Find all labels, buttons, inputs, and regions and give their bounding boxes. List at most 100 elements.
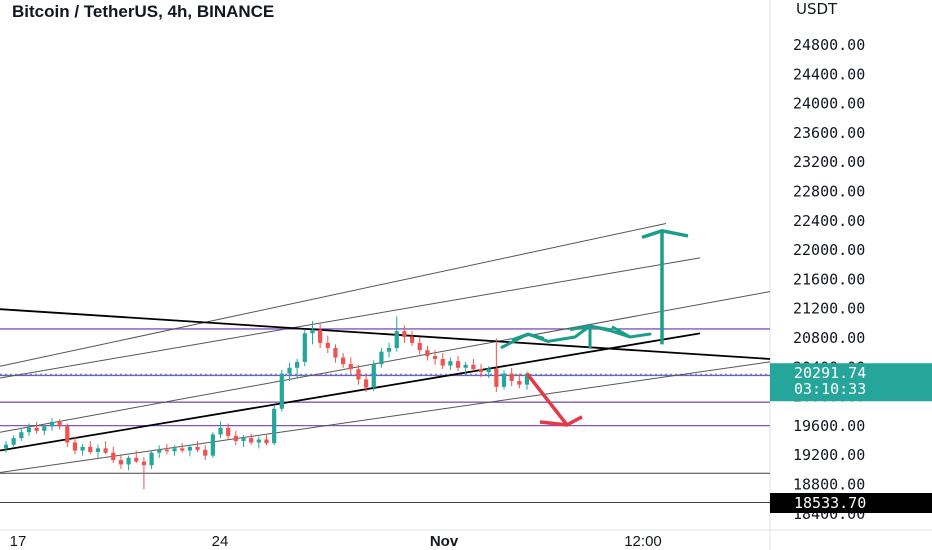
candle-body bbox=[72, 442, 78, 451]
candle-body bbox=[118, 460, 124, 465]
y-tick-label: 22000.00 bbox=[793, 241, 865, 259]
candle-body bbox=[103, 448, 108, 453]
candle-body bbox=[218, 427, 223, 435]
candle-body bbox=[226, 427, 231, 436]
x-tick-label: 17 bbox=[10, 533, 27, 550]
candle-body bbox=[57, 421, 62, 427]
candle-countdown: 03:10:33 bbox=[794, 380, 866, 398]
candle-body bbox=[455, 361, 461, 368]
x-tick-label: Nov bbox=[430, 533, 459, 550]
candle-body bbox=[363, 379, 369, 388]
candle-body bbox=[371, 364, 376, 388]
current-price-value: 20291.74 bbox=[794, 364, 866, 382]
y-tick-label: 23600.00 bbox=[793, 124, 865, 142]
down-arrow-shaft[interactable] bbox=[525, 372, 569, 426]
big-up-arrow-head bbox=[641, 228, 689, 240]
candle-body bbox=[172, 448, 177, 452]
candle-body bbox=[501, 373, 507, 387]
candle-body bbox=[164, 449, 170, 452]
y-tick-label: 24400.00 bbox=[793, 65, 865, 83]
candle-body bbox=[126, 457, 131, 465]
candle-body bbox=[195, 446, 200, 450]
candle-body bbox=[256, 439, 261, 443]
candle-body bbox=[26, 427, 32, 433]
y-tick-label: 21200.00 bbox=[793, 300, 865, 318]
y-tick-label: 19200.00 bbox=[793, 446, 865, 464]
candle-body bbox=[494, 368, 499, 387]
y-tick-label: 19600.00 bbox=[793, 417, 865, 435]
y-tick-label: 22800.00 bbox=[793, 183, 865, 201]
candle-body bbox=[310, 329, 315, 334]
y-tick-label: 24000.00 bbox=[793, 95, 865, 113]
candle-body bbox=[302, 333, 307, 362]
candle-body bbox=[448, 361, 453, 366]
channel-line-0[interactable] bbox=[0, 222, 667, 367]
candle-body bbox=[95, 448, 101, 453]
candle-body bbox=[65, 426, 70, 443]
x-tick-label: 24 bbox=[212, 533, 229, 550]
candle-body bbox=[287, 367, 292, 374]
trend-line-1[interactable] bbox=[0, 332, 701, 452]
candle-body bbox=[463, 364, 468, 368]
channel-line-2[interactable] bbox=[0, 291, 771, 433]
candle-body bbox=[517, 380, 522, 385]
candle-body bbox=[264, 439, 269, 444]
candle-body bbox=[471, 364, 476, 370]
candle-body bbox=[394, 331, 399, 348]
price-unit-label: USDT bbox=[796, 0, 838, 18]
candle-body bbox=[425, 350, 430, 357]
candle-body bbox=[341, 357, 346, 365]
candle-body bbox=[180, 448, 185, 451]
candle-body bbox=[379, 351, 384, 365]
candle-body bbox=[241, 438, 246, 442]
candle-body bbox=[34, 427, 39, 431]
candle-body bbox=[249, 438, 254, 443]
candle-body bbox=[3, 444, 9, 449]
candle-body bbox=[409, 337, 415, 343]
channel-line-3[interactable] bbox=[0, 361, 771, 474]
low-price-badge bbox=[770, 493, 932, 514]
candle-body bbox=[509, 373, 514, 381]
candle-body bbox=[432, 356, 438, 359]
y-tick-label: 21600.00 bbox=[793, 270, 865, 288]
candle-body bbox=[88, 446, 93, 453]
candle-body bbox=[325, 342, 330, 348]
candle-body bbox=[386, 347, 392, 352]
candle-body bbox=[49, 421, 55, 427]
down-arrow-head bbox=[539, 415, 583, 427]
candle-body bbox=[524, 374, 530, 385]
y-tick-label: 22400.00 bbox=[793, 212, 865, 230]
candle-body bbox=[486, 368, 491, 373]
candle-body bbox=[279, 373, 284, 409]
low-price-value: 18533.70 bbox=[794, 494, 866, 512]
candle-body bbox=[203, 449, 208, 456]
candle-body bbox=[157, 449, 162, 453]
candle-body bbox=[141, 461, 147, 466]
candle-body bbox=[42, 426, 47, 431]
channel-line-1[interactable] bbox=[0, 257, 701, 379]
candle-body bbox=[19, 432, 24, 439]
y-tick-label: 20800.00 bbox=[793, 329, 865, 347]
current-price-badge bbox=[770, 363, 932, 402]
y-tick-label: 23200.00 bbox=[793, 153, 865, 171]
candle-body bbox=[233, 435, 238, 442]
x-tick-label: 12:00 bbox=[624, 533, 662, 550]
candle-body bbox=[134, 457, 139, 462]
zigzag-arrowhead-1 bbox=[511, 332, 545, 342]
candle-body bbox=[210, 434, 215, 456]
candle-body bbox=[318, 329, 323, 343]
candle-body bbox=[111, 452, 116, 461]
candle-body bbox=[149, 452, 154, 466]
candle-body bbox=[187, 446, 192, 451]
y-tick-label: 18800.00 bbox=[793, 476, 865, 494]
candle-body bbox=[402, 331, 407, 337]
y-tick-label: 24800.00 bbox=[793, 36, 865, 54]
candle-body bbox=[356, 369, 361, 380]
candle-body bbox=[348, 364, 353, 370]
trend-line-0[interactable] bbox=[0, 308, 771, 360]
candle-body bbox=[295, 361, 300, 368]
candle-body bbox=[333, 347, 338, 358]
zigzag-segment bbox=[611, 325, 631, 339]
candle-body bbox=[417, 342, 422, 351]
